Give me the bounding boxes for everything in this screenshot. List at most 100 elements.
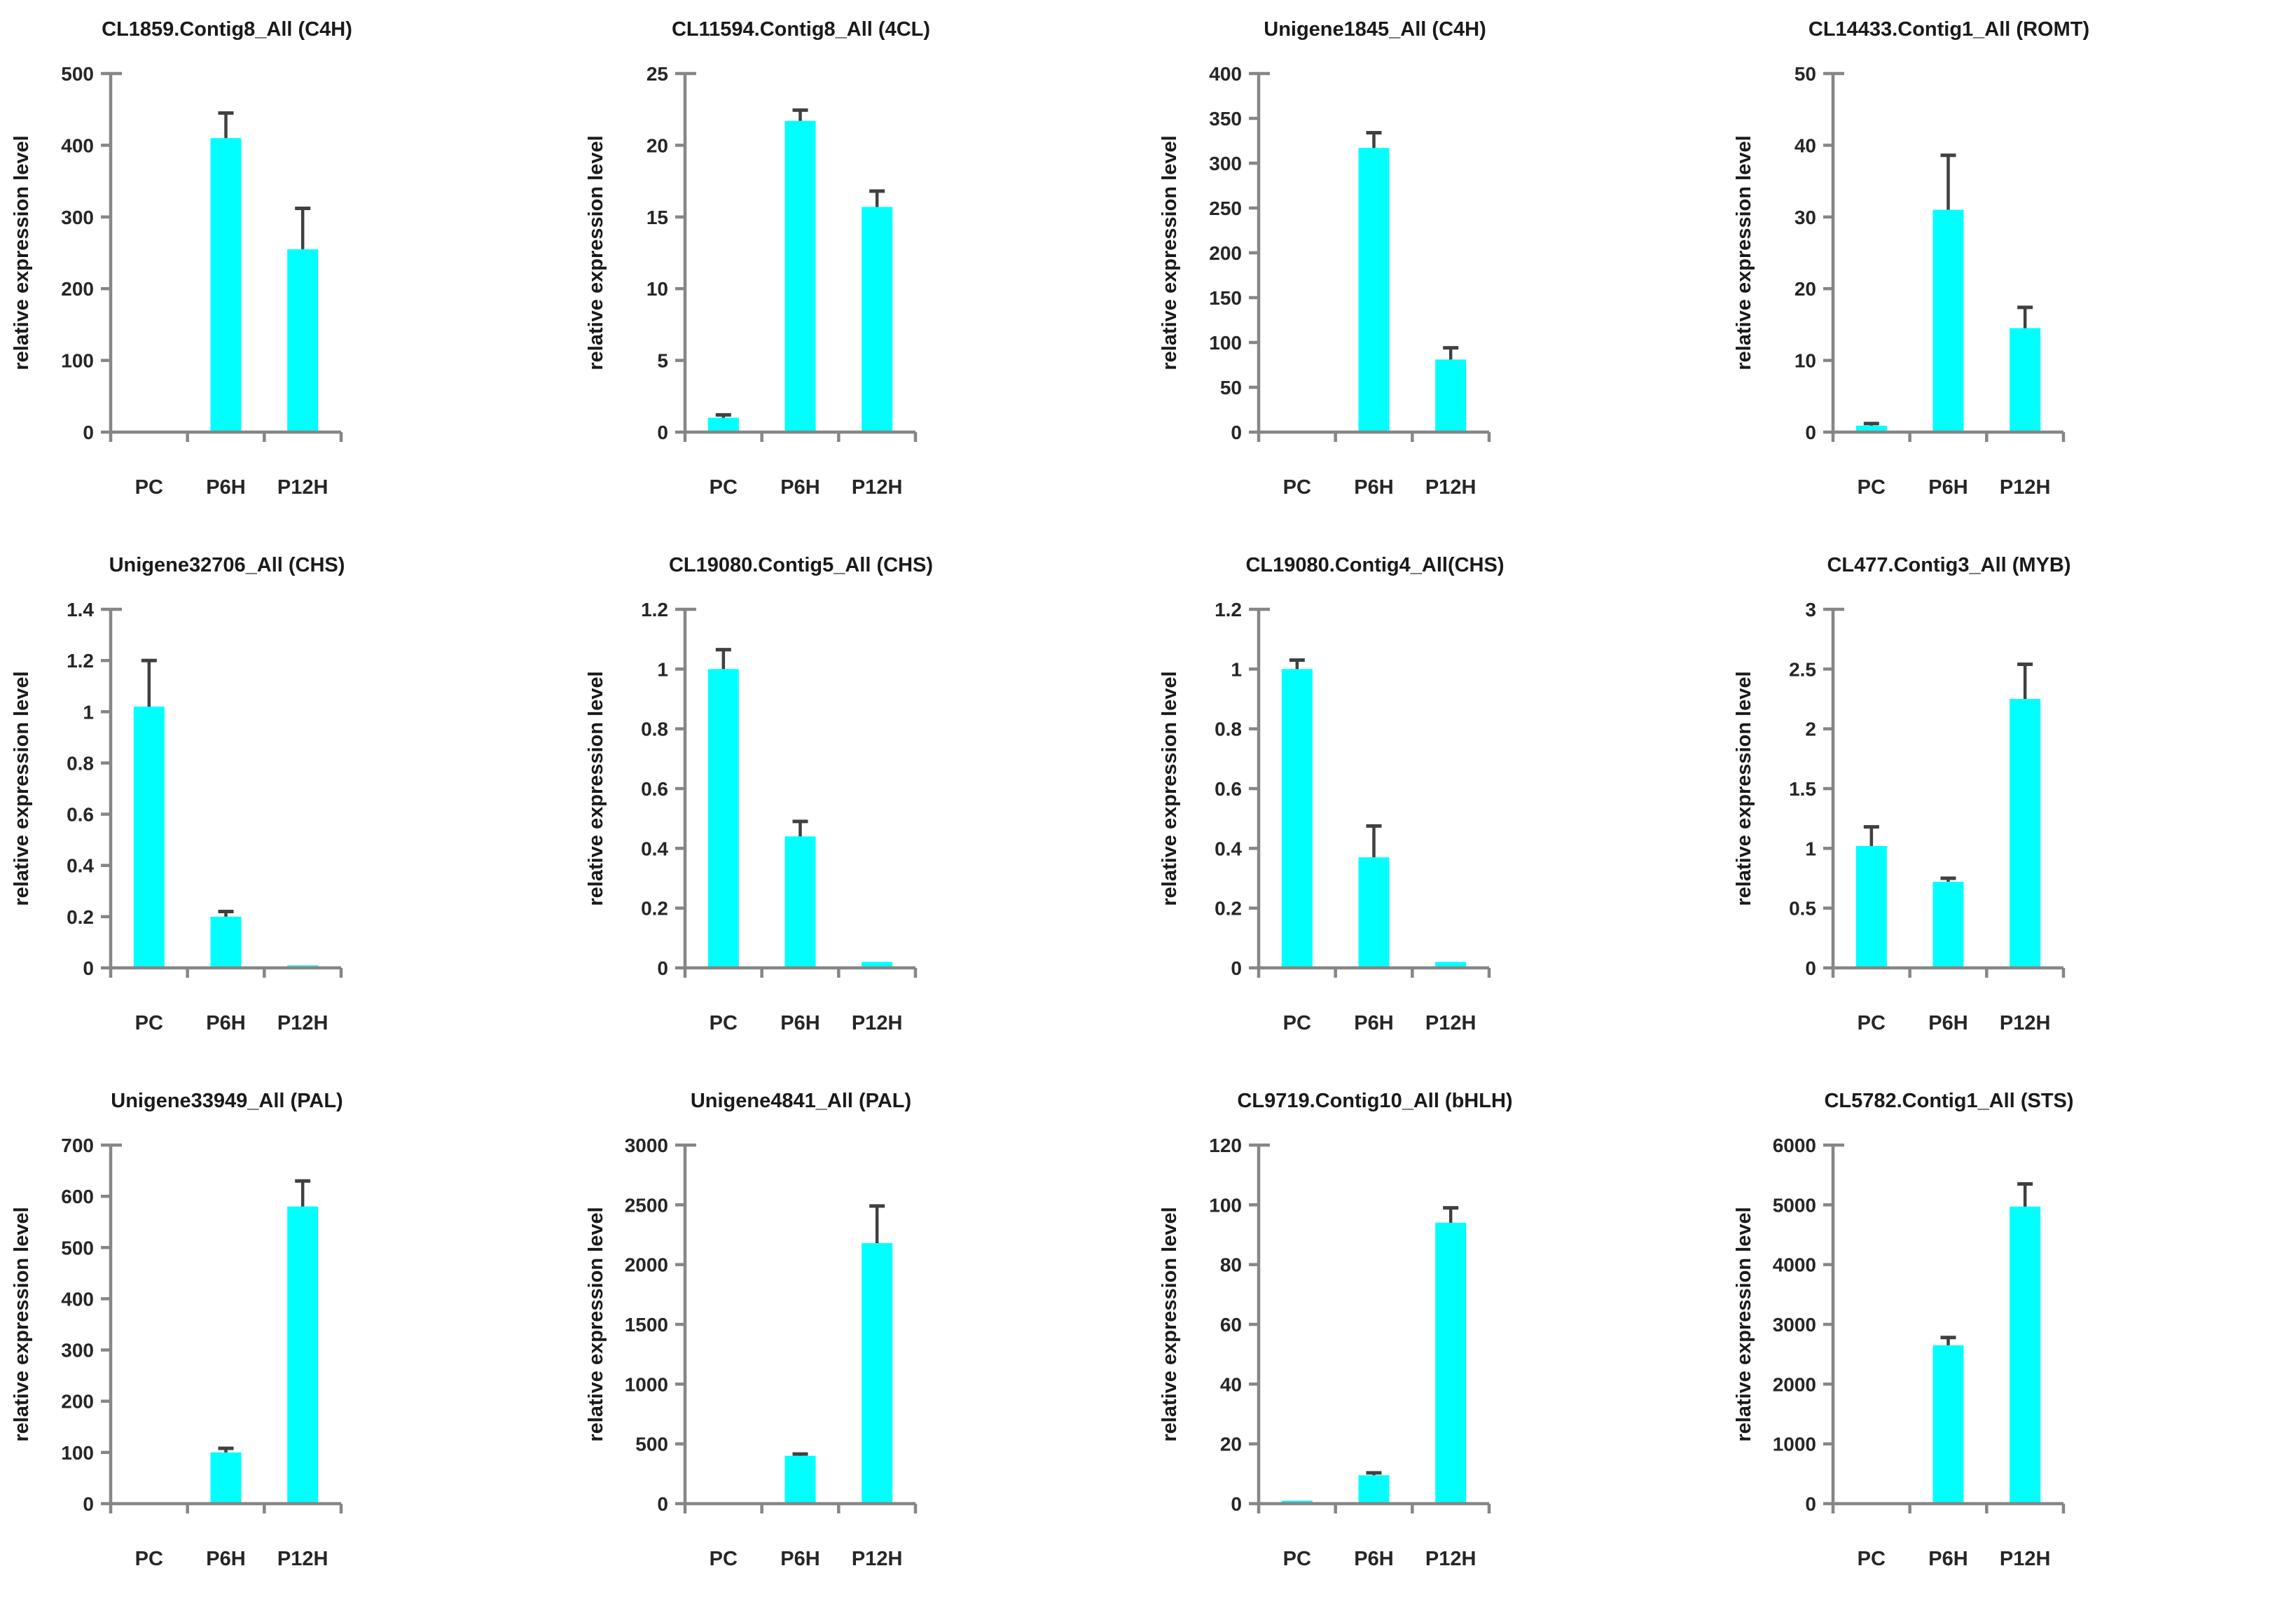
error-bar-pc — [1863, 825, 1879, 846]
x-axis: PC P6H P12H — [109, 966, 343, 1034]
x-category-label: P12H — [851, 1012, 902, 1034]
y-tick-label: 30 — [1794, 207, 1816, 228]
bar-p6h — [210, 916, 242, 968]
bars-group — [133, 1179, 319, 1504]
x-category-label: PC — [709, 1012, 737, 1034]
y-tick-label: 20 — [646, 134, 668, 156]
x-category-label: PC — [135, 1548, 163, 1570]
y-tick-label: 1500 — [624, 1314, 668, 1336]
bar-p6h — [1932, 209, 1963, 432]
bar-p12h — [1435, 1222, 1467, 1504]
bar-chart-svg: 0 1000 2000 3000 4000 5000 6000 PC P6H P12H relati… — [1733, 1135, 2065, 1570]
x-category-label: PC — [1283, 1548, 1311, 1570]
error-bar-p6h — [218, 910, 234, 917]
chart-cell-8: CL477.Contig3_All (MYB) 0 0.5 1 1.5 2 2.5 3 PC P… — [1722, 536, 2296, 1072]
y-tick-label: 0.8 — [1215, 719, 1242, 740]
bar-p12h — [287, 249, 319, 432]
bar-p6h — [784, 1455, 815, 1504]
x-category-label: P6H — [1928, 1012, 1967, 1034]
y-axis-title: relative expression level — [1733, 135, 1755, 370]
bars-group — [133, 111, 319, 432]
x-category-label: P6H — [206, 476, 245, 499]
y-tick-label: 3000 — [624, 1135, 668, 1156]
bar-p12h — [1435, 962, 1467, 968]
y-tick-label: 0.4 — [641, 838, 668, 859]
y-axis: 0 1000 2000 3000 4000 5000 6000 — [1772, 1135, 1844, 1515]
x-category-label: PC — [135, 1012, 163, 1034]
y-tick-label: 300 — [61, 1340, 94, 1361]
y-axis: 0 500 1000 1500 2000 2500 3000 — [624, 1135, 696, 1515]
y-tick-label: 1 — [1231, 658, 1242, 680]
y-tick-label: 2000 — [1772, 1373, 1816, 1395]
bars-group — [1281, 1206, 1467, 1504]
y-tick-label: 0 — [1805, 957, 1816, 979]
y-tick-label: 2 — [1805, 719, 1816, 740]
error-bar-pc — [141, 658, 157, 707]
y-tick-label: 4000 — [1772, 1254, 1816, 1276]
bar-chart-svg: 0 5 10 15 20 25 PC P6H P12H relative expression l… — [585, 63, 917, 499]
y-tick-label: 0 — [1231, 957, 1242, 979]
y-tick-label: 20 — [1220, 1434, 1242, 1455]
y-tick-label: 0 — [83, 422, 94, 443]
chart-title: CL477.Contig3_All (MYB) — [1827, 554, 2071, 576]
y-tick-label: 700 — [61, 1135, 94, 1156]
x-category-label: P12H — [277, 1548, 329, 1570]
error-bar-p6h — [1366, 824, 1382, 858]
bars-group — [707, 648, 892, 968]
error-bar-p6h — [1940, 153, 1956, 210]
y-tick-label: 0.6 — [67, 804, 94, 826]
y-tick-label: 80 — [1220, 1254, 1242, 1276]
y-tick-label: 0 — [1805, 422, 1816, 443]
y-axis: 0 10 20 30 40 50 — [1794, 63, 1844, 443]
y-tick-label: 1.4 — [67, 599, 94, 621]
x-category-label: P12H — [1999, 1548, 2050, 1570]
y-axis: 0 0.2 0.4 0.6 0.8 1 1.2 — [641, 599, 696, 979]
x-category-label: PC — [1283, 476, 1311, 499]
error-bar-p12h — [295, 1179, 311, 1207]
y-axis: 0 50 100 150 200 250 300 350 400 — [1209, 63, 1270, 443]
error-bar-p12h — [2017, 305, 2033, 328]
y-axis-title: relative expression level — [1733, 671, 1755, 906]
bar-p6h — [784, 120, 815, 433]
x-category-label: P12H — [1999, 1012, 2050, 1034]
chart-title: CL19080.Contig4_All(CHS) — [1245, 554, 1505, 576]
x-category-label: P6H — [206, 1012, 245, 1034]
y-tick-label: 20 — [1794, 278, 1816, 300]
y-tick-label: 10 — [646, 278, 668, 300]
error-bar-p12h — [869, 1204, 885, 1243]
y-tick-label: 0 — [1231, 1493, 1242, 1515]
chart-title: Unigene1845_All (C4H) — [1264, 18, 1486, 41]
error-bar-p6h — [792, 1452, 808, 1456]
bar-chart-svg: 0 0.2 0.4 0.6 0.8 1 1.2 PC P6H P12H relative expre… — [585, 599, 917, 1034]
y-tick-label: 200 — [61, 278, 94, 300]
y-tick-label: 350 — [1209, 108, 1242, 130]
x-category-label: P12H — [1425, 1548, 1477, 1570]
y-tick-label: 120 — [1209, 1135, 1242, 1156]
bar-chart-svg: 0 0.2 0.4 0.6 0.8 1 1.2 1.4 PC P6H P12H relative ex… — [11, 599, 343, 1034]
x-category-label: P12H — [1999, 476, 2050, 499]
x-axis: PC P6H P12H — [1257, 430, 1491, 499]
y-axis-title: relative expression level — [11, 1207, 33, 1441]
y-tick-label: 40 — [1220, 1373, 1242, 1395]
error-bar-p6h — [792, 819, 808, 837]
error-bar-p12h — [2017, 1181, 2033, 1207]
y-tick-label: 1 — [1805, 838, 1816, 859]
error-bar-p12h — [1443, 346, 1459, 360]
x-category-label: P12H — [277, 1012, 329, 1034]
x-category-label: P12H — [851, 1548, 902, 1570]
bar-p12h — [287, 1206, 319, 1504]
y-tick-label: 600 — [61, 1186, 94, 1207]
y-tick-label: 10 — [1794, 350, 1816, 372]
y-axis-title: relative expression level — [11, 671, 33, 906]
bar-p12h — [861, 207, 892, 432]
error-bar-p12h — [1443, 1206, 1459, 1223]
y-tick-label: 2.5 — [1789, 658, 1816, 680]
bar-p12h — [861, 1242, 892, 1504]
y-tick-label: 0.6 — [1215, 778, 1242, 800]
bar-p12h — [861, 962, 892, 968]
error-bar-pc — [715, 648, 731, 670]
y-axis-title: relative expression level — [1159, 671, 1181, 906]
chart-cell-11: CL9719.Contig10_All (bHLH) 0 20 40 60 80 100 1… — [1148, 1072, 1722, 1608]
chart-title: CL11594.Contig8_All (4CL) — [671, 18, 931, 41]
y-tick-label: 200 — [1209, 242, 1242, 264]
